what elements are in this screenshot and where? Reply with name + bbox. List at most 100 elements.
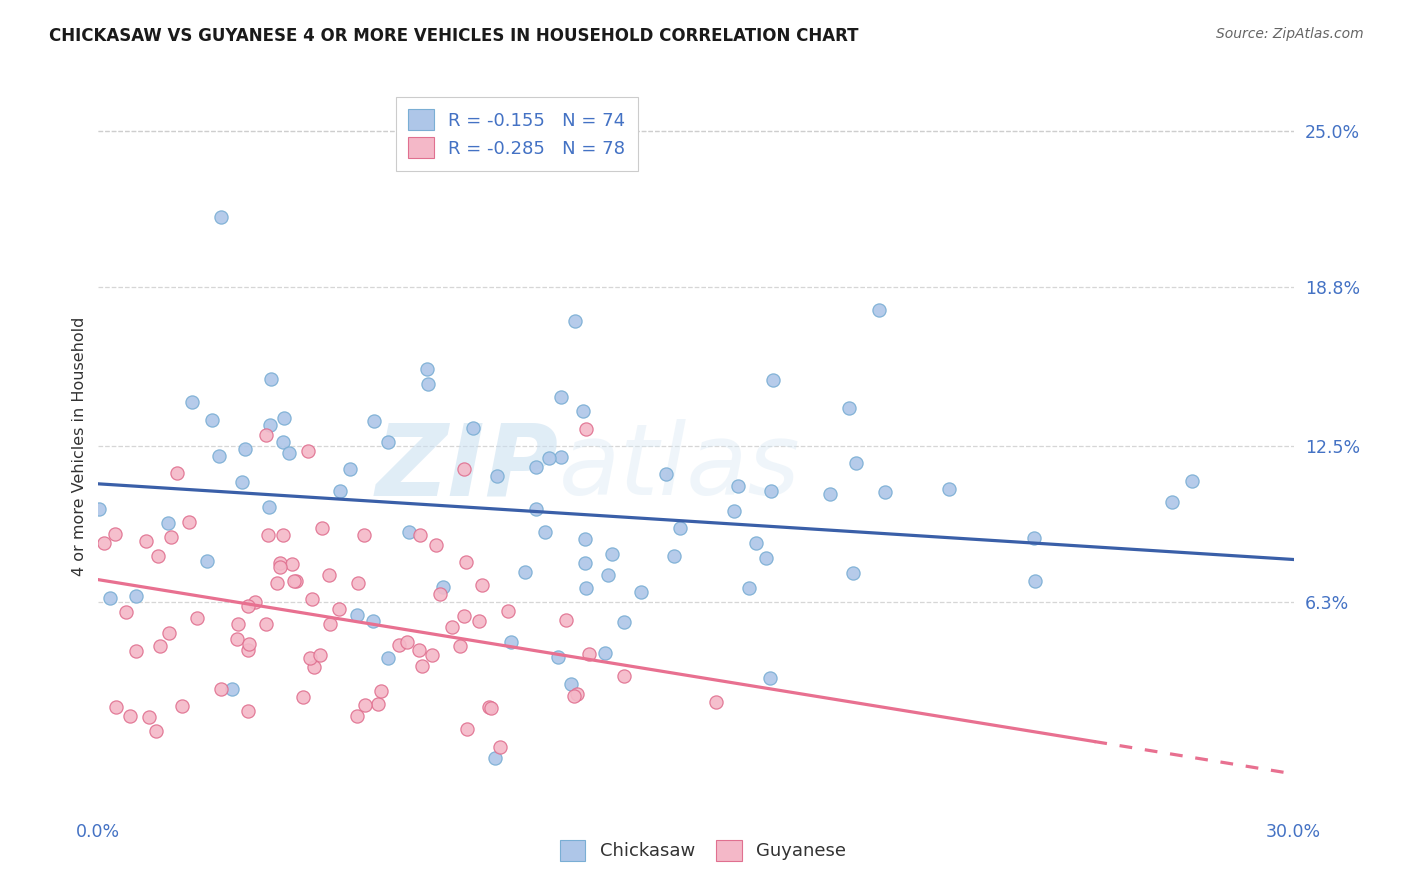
Point: [256, 616, 278, 631]
Point: [221, 682, 243, 697]
Point: [257, 528, 280, 542]
Point: [135, 534, 157, 549]
Point: [534, 524, 557, 539]
Point: [377, 434, 399, 449]
Point: [231, 475, 253, 489]
Point: [157, 516, 180, 530]
Point: [461, 421, 484, 435]
Point: [145, 724, 167, 739]
Point: [179, 516, 201, 530]
Point: [838, 401, 860, 416]
Point: [759, 672, 782, 686]
Point: [598, 568, 620, 582]
Point: [395, 635, 418, 649]
Point: [488, 740, 510, 755]
Point: [524, 501, 547, 516]
Point: [115, 606, 138, 620]
Point: [120, 709, 142, 723]
Point: [842, 566, 865, 580]
Point: [93, 535, 115, 549]
Point: [938, 483, 960, 497]
Point: [329, 483, 352, 498]
Point: [562, 690, 585, 704]
Point: [166, 467, 188, 481]
Point: [429, 586, 451, 600]
Point: [388, 638, 411, 652]
Point: [278, 446, 301, 460]
Point: [157, 625, 180, 640]
Point: [125, 644, 148, 658]
Point: [104, 526, 127, 541]
Point: [416, 377, 439, 392]
Point: [572, 404, 595, 418]
Point: [226, 617, 249, 632]
Point: [377, 650, 399, 665]
Point: [254, 427, 277, 442]
Point: [339, 462, 361, 476]
Text: ZIP: ZIP: [375, 419, 558, 516]
Point: [613, 669, 636, 683]
Point: [578, 647, 600, 661]
Point: [233, 442, 256, 457]
Point: [238, 637, 260, 651]
Point: [575, 422, 598, 436]
Point: [273, 410, 295, 425]
Point: [353, 698, 375, 712]
Point: [367, 698, 389, 712]
Point: [138, 710, 160, 724]
Point: [745, 536, 768, 550]
Point: [370, 683, 392, 698]
Point: [236, 642, 259, 657]
Point: [1180, 474, 1202, 488]
Point: [655, 467, 678, 481]
Point: [669, 521, 692, 535]
Point: [550, 390, 572, 404]
Point: [761, 483, 783, 498]
Point: [170, 699, 193, 714]
Point: [499, 635, 522, 649]
Point: [550, 450, 572, 465]
Text: CHICKASAW VS GUYANESE 4 OR MORE VEHICLES IN HOUSEHOLD CORRELATION CHART: CHICKASAW VS GUYANESE 4 OR MORE VEHICLES…: [49, 27, 859, 45]
Point: [148, 549, 170, 563]
Point: [319, 617, 342, 632]
Point: [422, 648, 444, 662]
Y-axis label: 4 or more Vehicles in Household: 4 or more Vehicles in Household: [72, 317, 87, 575]
Point: [269, 556, 291, 570]
Point: [727, 479, 749, 493]
Point: [820, 487, 842, 501]
Point: [309, 648, 332, 662]
Point: [1022, 531, 1045, 545]
Point: [209, 681, 232, 696]
Point: [555, 613, 578, 627]
Point: [567, 687, 589, 701]
Point: [285, 574, 308, 588]
Point: [449, 639, 471, 653]
Point: [868, 303, 890, 318]
Point: [318, 567, 340, 582]
Point: [524, 459, 547, 474]
Point: [602, 547, 624, 561]
Point: [453, 461, 475, 475]
Legend: Chickasaw, Guyanese: Chickasaw, Guyanese: [551, 830, 855, 870]
Point: [564, 314, 586, 328]
Point: [484, 751, 506, 765]
Point: [630, 584, 652, 599]
Point: [149, 639, 172, 653]
Point: [662, 549, 685, 563]
Point: [160, 530, 183, 544]
Point: [496, 604, 519, 618]
Point: [259, 417, 281, 432]
Point: [593, 646, 616, 660]
Text: Source: ZipAtlas.com: Source: ZipAtlas.com: [1216, 27, 1364, 41]
Point: [398, 524, 420, 539]
Point: [408, 528, 430, 542]
Point: [513, 565, 536, 579]
Point: [762, 374, 785, 388]
Point: [311, 521, 333, 535]
Point: [181, 395, 204, 409]
Point: [281, 557, 304, 571]
Point: [704, 695, 727, 709]
Point: [1024, 574, 1046, 588]
Point: [236, 704, 259, 718]
Point: [124, 589, 146, 603]
